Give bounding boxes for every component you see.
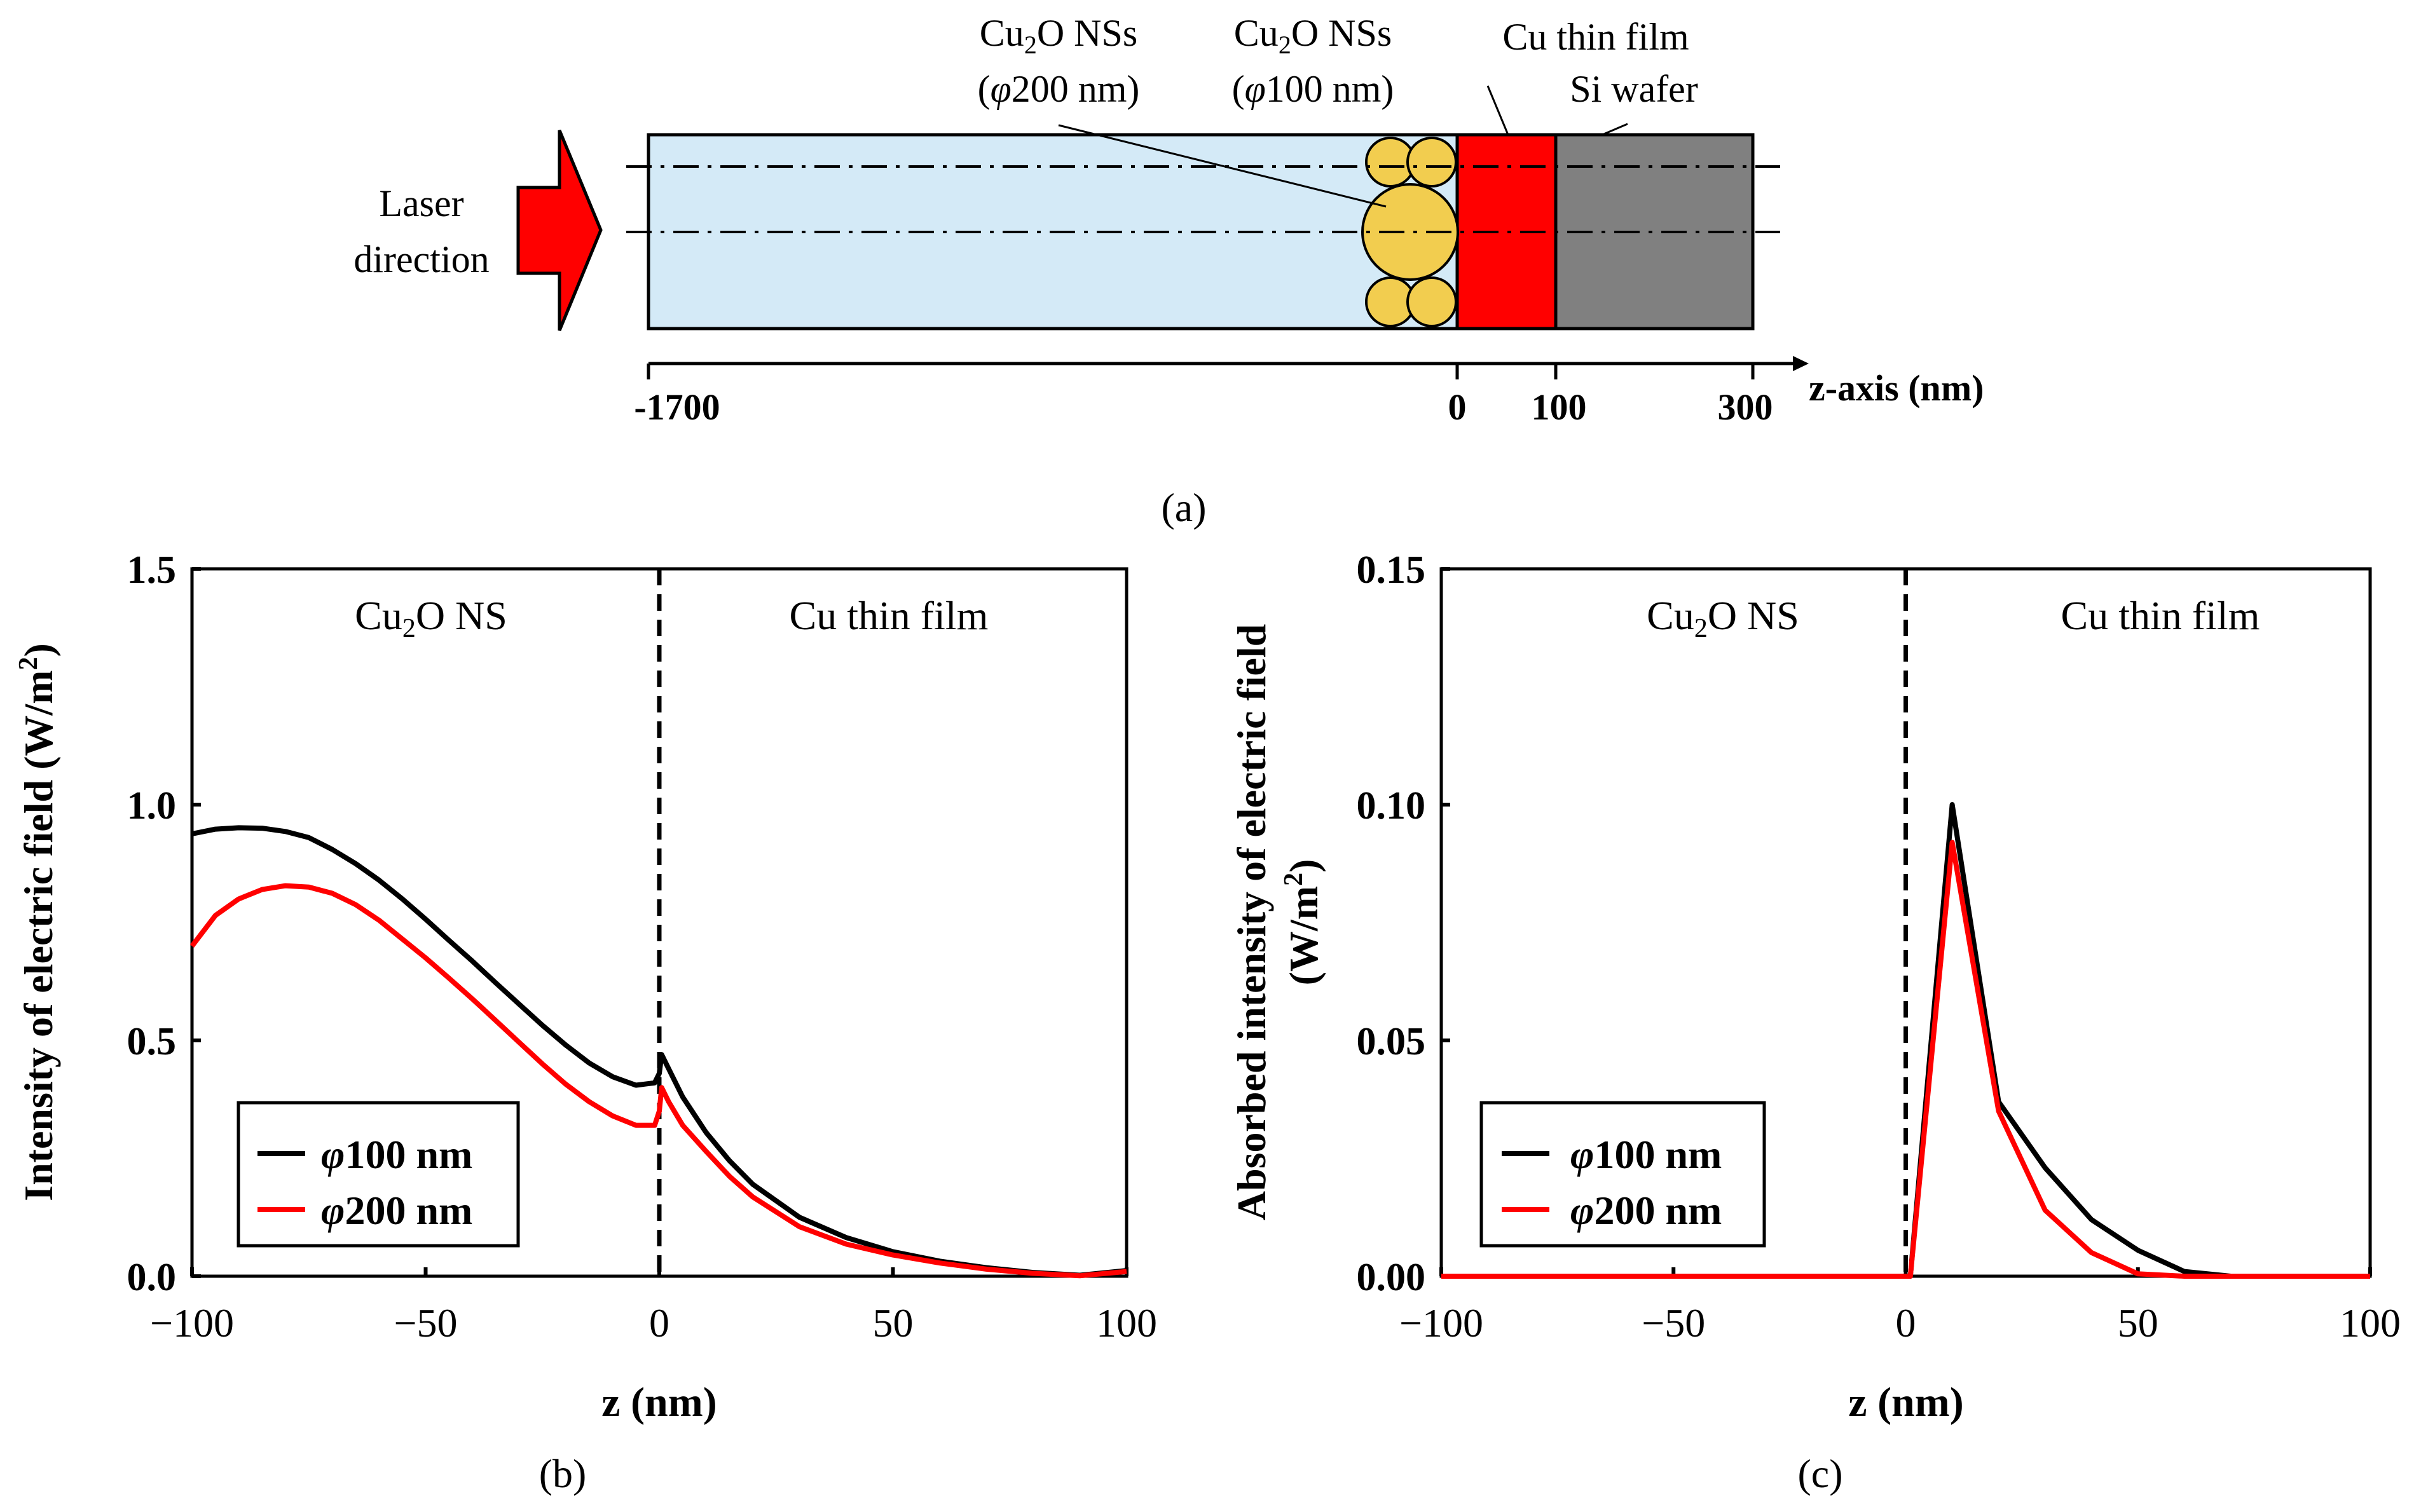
ns100-label-line2: (φ100 nm) xyxy=(1232,68,1394,110)
leader-line-cu-film xyxy=(1486,85,1509,135)
chart-b-y-tick-label: 1.5 xyxy=(127,548,177,592)
chart-b-legend: φ100 nm φ200 nm xyxy=(237,1101,520,1248)
schematic-panel: Laser direction Cu2O NSs (φ200 nm) Cu2O … xyxy=(353,12,1984,530)
chart-b-y-tick-label: 0.5 xyxy=(127,1020,177,1063)
si-wafer-label: Si wafer xyxy=(1570,68,1698,110)
z-axis-arrowhead-icon xyxy=(1793,356,1809,371)
chart-c-series-line-phi200 xyxy=(1441,840,2370,1279)
chart-c: −100 −50 0 50 100 0.00 0.05 0.10 0.15 Cu2O NS Cu… xyxy=(1229,548,2401,1496)
chart-c-region-right: Cu thin film xyxy=(2061,593,2260,638)
z-axis-label: z-axis (nm) xyxy=(1809,367,1984,409)
cu-film-label: Cu thin film xyxy=(1502,16,1689,58)
chart-c-y-tick-label: 0.05 xyxy=(1357,1020,1426,1063)
panel-a-label: (a) xyxy=(1161,485,1206,530)
chart-b-x-tick-label: 100 xyxy=(1096,1300,1157,1345)
z-tick-label-m1700: -1700 xyxy=(634,386,720,428)
chart-b-x-axis-label: z (nm) xyxy=(601,1379,717,1426)
chart-c-x-tick-label: −100 xyxy=(1399,1300,1483,1345)
chart-b-region-left: Cu2O NS xyxy=(355,593,507,643)
chart-b-legend-label-200: φ200 nm xyxy=(321,1188,472,1233)
chart-c-legend-box xyxy=(1479,1101,1766,1248)
chart-c-region-left: Cu2O NS xyxy=(1647,593,1799,643)
z-tick-label-0: 0 xyxy=(1448,386,1467,428)
chart-c-x-axis-label: z (nm) xyxy=(1848,1379,1963,1426)
chart-b-y-tick-label: 0.0 xyxy=(127,1256,177,1299)
chart-c-x-tick-label: 50 xyxy=(2118,1300,2158,1345)
chart-b-legend-box xyxy=(237,1101,520,1248)
nanosphere-200-center xyxy=(1361,183,1459,281)
leader-line-si-wafer xyxy=(1602,123,1628,136)
chart-c-y-tick-label: 0.10 xyxy=(1357,784,1426,828)
z-tick-label-100: 100 xyxy=(1532,386,1587,428)
chart-b-y-axis-label: Intensity of electric field (W/m2) xyxy=(14,643,61,1201)
chart-b-series-line-phi100 xyxy=(191,825,1127,1278)
laser-label-line1: Laser xyxy=(379,182,463,224)
chart-b-x-tick-label: −100 xyxy=(150,1300,234,1345)
chart-c-legend: φ100 nm φ200 nm xyxy=(1479,1101,1766,1248)
chart-b-x-tick-label: 50 xyxy=(873,1300,914,1345)
chart-c-x-tick-label: 100 xyxy=(2340,1300,2401,1345)
chart-c-legend-label-200: φ200 nm xyxy=(1570,1188,1722,1233)
chart-c-y-axis-label-line1: Absorbed intensity of electric field xyxy=(1229,624,1274,1221)
chart-b-region-right: Cu thin film xyxy=(790,593,989,638)
nanosphere-100-bottom-right xyxy=(1406,276,1457,327)
panel-b-label: (b) xyxy=(539,1451,587,1496)
chart-c-x-tick-label: −50 xyxy=(1642,1300,1705,1345)
panel-c-label: (c) xyxy=(1797,1451,1842,1496)
ns200-label-line2: (φ200 nm) xyxy=(978,68,1140,110)
z-tick-label-300: 300 xyxy=(1718,386,1773,428)
chart-c-y-tick-label: 0.00 xyxy=(1357,1256,1426,1299)
nanosphere-100-top-right xyxy=(1406,137,1457,187)
ns100-label-line1: Cu2O NSs xyxy=(1234,12,1392,59)
laser-arrow-icon xyxy=(516,130,603,331)
chart-b-x-tick-label: −50 xyxy=(394,1300,457,1345)
chart-c-y-tick-label: 0.15 xyxy=(1357,548,1426,592)
chart-c-x-tick-label: 0 xyxy=(1896,1300,1916,1345)
chart-b-y-tick-label: 1.0 xyxy=(127,784,177,828)
laser-label-line2: direction xyxy=(353,238,489,280)
chart-c-y-axis-label-line2: (W/m2) xyxy=(1279,859,1326,986)
leader-line-200nm xyxy=(1058,124,1387,208)
ns200-label-line1: Cu2O NSs xyxy=(980,12,1137,59)
chart-c-legend-label-100: φ100 nm xyxy=(1570,1132,1722,1177)
chart-b-legend-label-100: φ100 nm xyxy=(321,1132,472,1177)
chart-b-series-line-phi200 xyxy=(189,883,1127,1279)
chart-b-x-tick-label: 0 xyxy=(649,1300,669,1345)
chart-b: −100 −50 0 50 100 0.0 0.5 1.0 1.5 Cu2O NS Cu thi… xyxy=(14,548,1157,1496)
